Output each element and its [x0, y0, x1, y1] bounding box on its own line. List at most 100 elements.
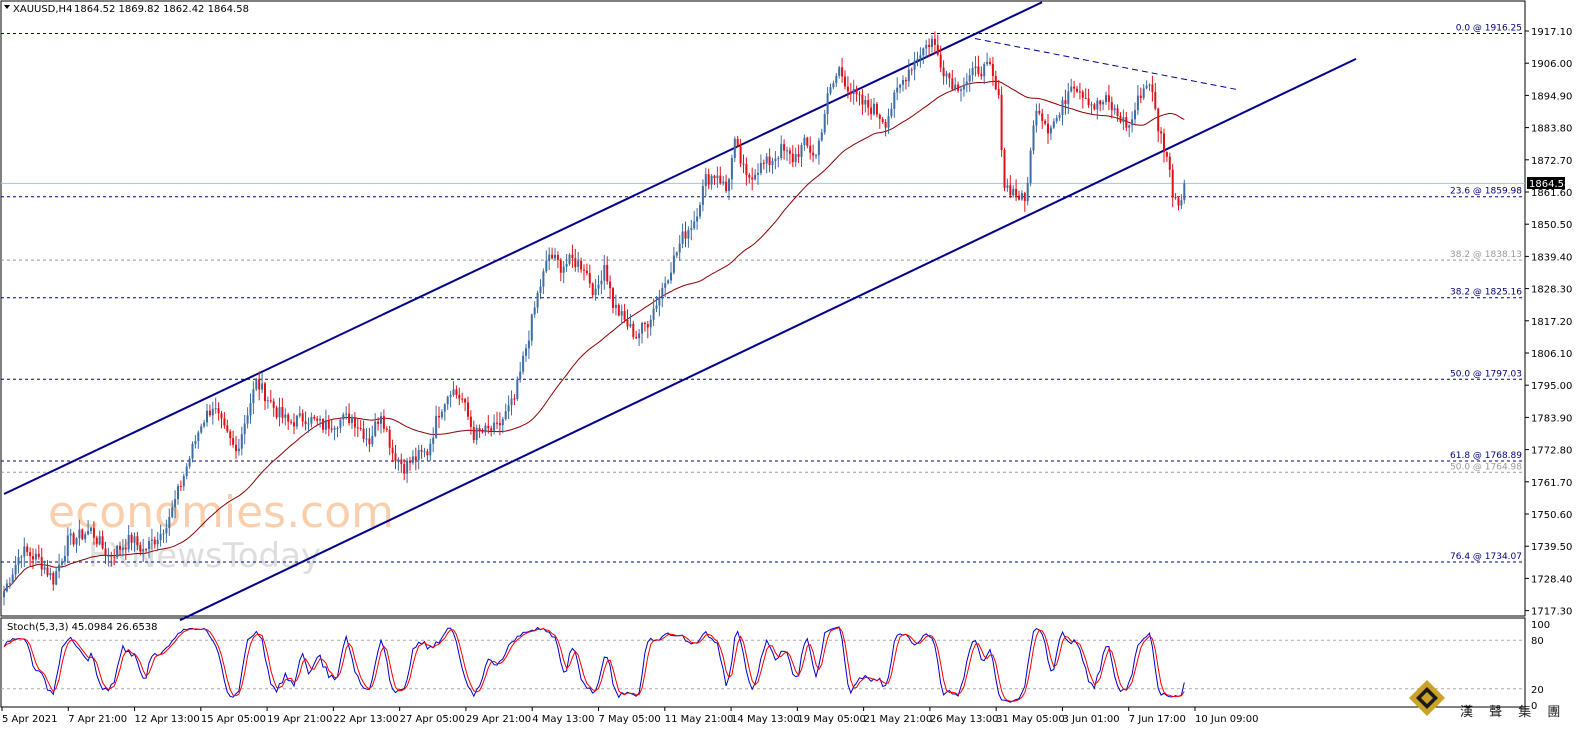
candle-body [397, 459, 400, 462]
candle-body [533, 307, 536, 315]
candle-body [954, 84, 957, 90]
time-tick-label: 3 Jun 01:00 [1062, 714, 1119, 725]
company-logo: 漢 聲 集 團 [1409, 680, 1560, 720]
watermark-fxnewstoday: FXNewsToday [88, 536, 321, 576]
current-price-label: 1864.58 [1529, 179, 1570, 190]
candle-body [823, 114, 826, 133]
candle-body [989, 61, 991, 64]
candle-body [246, 415, 249, 424]
candle-body [478, 428, 481, 431]
price-tick-label: 1861.60 [1531, 188, 1572, 199]
candle-body [699, 204, 701, 217]
candle-body [177, 485, 179, 500]
candle-body [527, 340, 530, 349]
candle-body [179, 485, 182, 487]
candle-body [1090, 104, 1093, 106]
candle-body [232, 438, 235, 445]
candle-body [1073, 86, 1076, 89]
candle-body [258, 378, 261, 390]
candle-body [1157, 108, 1160, 132]
candle-body [585, 270, 588, 274]
time-tick-label: 12 Apr 13:00 [135, 714, 200, 725]
candle-body [310, 417, 313, 424]
candle-body [626, 319, 629, 327]
candle-body [873, 103, 875, 115]
candle-body [777, 158, 780, 160]
candle-body [278, 407, 281, 418]
candle-body [307, 423, 310, 425]
candle-body [171, 507, 174, 518]
candle-body [1052, 121, 1055, 128]
candle-body [168, 517, 171, 529]
price-tick-label: 1906.00 [1531, 59, 1572, 70]
candle-body [255, 378, 258, 390]
candle-body [855, 88, 858, 95]
price-tick-label: 1795.00 [1531, 381, 1572, 392]
candle-body [1168, 156, 1171, 170]
candle-body [507, 405, 510, 412]
candle-body [623, 311, 626, 320]
candle-body [794, 154, 797, 163]
watermark-economies: economies.com [48, 487, 394, 538]
price-tick-label: 1850.50 [1531, 220, 1572, 231]
candle-body [583, 269, 585, 271]
candle-body [194, 441, 197, 445]
candle-body [467, 402, 469, 417]
candle-body [812, 152, 815, 156]
candle-body [907, 69, 910, 82]
candle-body [986, 61, 989, 65]
candle-body [1139, 95, 1142, 98]
candle-body [574, 258, 577, 267]
candle-body [1142, 88, 1145, 98]
candle-body [838, 67, 841, 76]
candle-body [725, 181, 728, 191]
candle-body [69, 533, 72, 536]
candle-body [1058, 115, 1061, 118]
fib-level-label: 50.0 @ 1797.03 [1450, 369, 1522, 379]
candle-body [661, 287, 664, 297]
candle-body [649, 319, 652, 328]
candle-body [336, 427, 339, 429]
candle-body [353, 417, 356, 428]
candle-body [1122, 117, 1125, 122]
candle-body [635, 336, 638, 339]
candle-body [835, 75, 838, 84]
candle-body [646, 324, 649, 328]
candle-body [95, 537, 98, 544]
candle-body [757, 172, 759, 175]
candle-body [788, 150, 791, 154]
candle-body [284, 414, 287, 418]
candle-body [52, 573, 55, 585]
candle-body [641, 322, 643, 334]
candle-body [1026, 182, 1029, 202]
candle-body [235, 444, 237, 452]
candle-body [493, 422, 496, 431]
candle-body [556, 254, 559, 261]
candle-body [1006, 185, 1009, 188]
candle-body [432, 437, 435, 444]
candle-body [63, 555, 66, 562]
candle-body [191, 444, 194, 459]
candle-body [333, 428, 336, 430]
candle-body [81, 529, 84, 540]
time-tick-label: 4 May 13:00 [532, 714, 594, 725]
candle-body [664, 283, 667, 288]
candle-body [443, 404, 446, 412]
candle-body [1044, 120, 1047, 124]
time-tick-label: 19 Apr 21:00 [267, 714, 332, 725]
candle-body [84, 534, 87, 540]
fib-level-label: 61.8 @ 1768.89 [1450, 451, 1522, 461]
candle-body [1081, 91, 1084, 98]
candle-body [922, 48, 925, 56]
time-tick-label: 27 Apr 05:00 [400, 714, 465, 725]
candle-body [304, 421, 307, 425]
candle-body [684, 231, 687, 239]
candle-body [994, 75, 997, 90]
candle-body [348, 413, 351, 423]
candle-body [864, 99, 867, 105]
candle-body [136, 536, 139, 546]
candle-body [754, 174, 757, 180]
stoch-level-label: 100 [1531, 620, 1550, 631]
candle-body [751, 177, 754, 180]
